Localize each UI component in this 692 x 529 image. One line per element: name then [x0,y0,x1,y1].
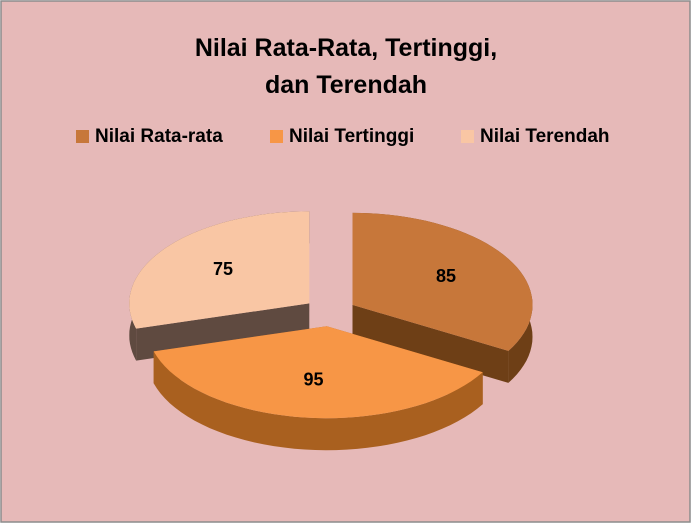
data-label: 75 [213,259,233,279]
chart-title: dan Terendah [265,71,427,99]
data-label: 85 [436,266,456,286]
slice-side [153,351,483,451]
legend-swatch [461,130,474,143]
legend-swatch [76,130,89,143]
slice [352,212,533,351]
legend-swatch [270,130,283,143]
data-label: 95 [304,370,324,390]
slice-side [352,304,509,383]
slice [153,326,483,419]
legend-label: Nilai Rata-rata [95,126,223,147]
legend-label: Nilai Terendah [480,126,610,147]
slice-side [136,303,310,361]
chart-title: Nilai Rata-Rata, Tertinggi, [195,34,497,62]
legend-label: Nilai Tertinggi [289,126,414,147]
slice [129,211,310,329]
